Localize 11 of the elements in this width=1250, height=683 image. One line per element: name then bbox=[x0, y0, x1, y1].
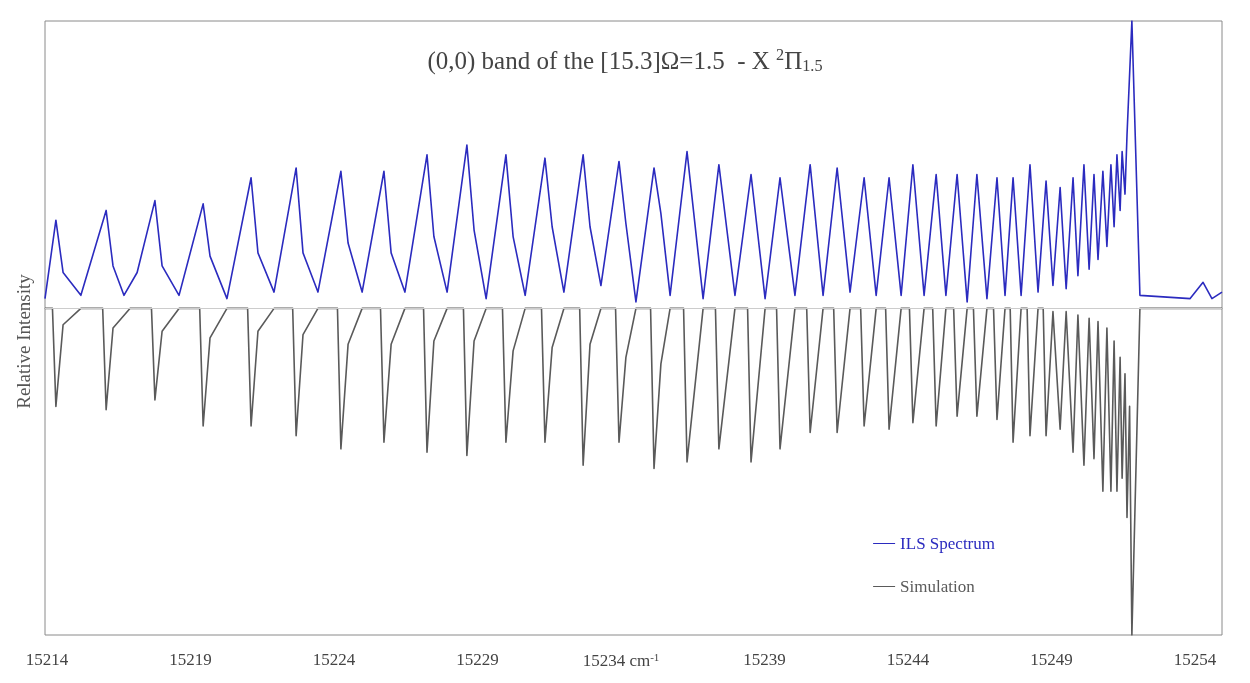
x-tick-label: 15224 bbox=[312, 650, 356, 669]
x-tick-label: 15239 bbox=[743, 650, 786, 669]
x-tick-label: 15219 bbox=[169, 650, 212, 669]
legend-label: ILS Spectrum bbox=[900, 534, 995, 553]
y-axis-title: Relative Intensity bbox=[13, 273, 34, 409]
x-tick-label: 15254 bbox=[1173, 650, 1217, 669]
x-tick-label: 15229 bbox=[456, 650, 499, 669]
x-tick-label: 15214 bbox=[25, 650, 69, 669]
x-tick-label: 15249 bbox=[1030, 650, 1073, 669]
legend-label: Simulation bbox=[900, 577, 976, 596]
x-tick-label: 15244 bbox=[886, 650, 930, 669]
